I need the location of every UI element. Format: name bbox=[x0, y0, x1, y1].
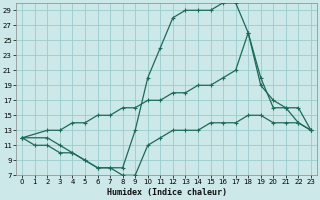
X-axis label: Humidex (Indice chaleur): Humidex (Indice chaleur) bbox=[107, 188, 227, 197]
